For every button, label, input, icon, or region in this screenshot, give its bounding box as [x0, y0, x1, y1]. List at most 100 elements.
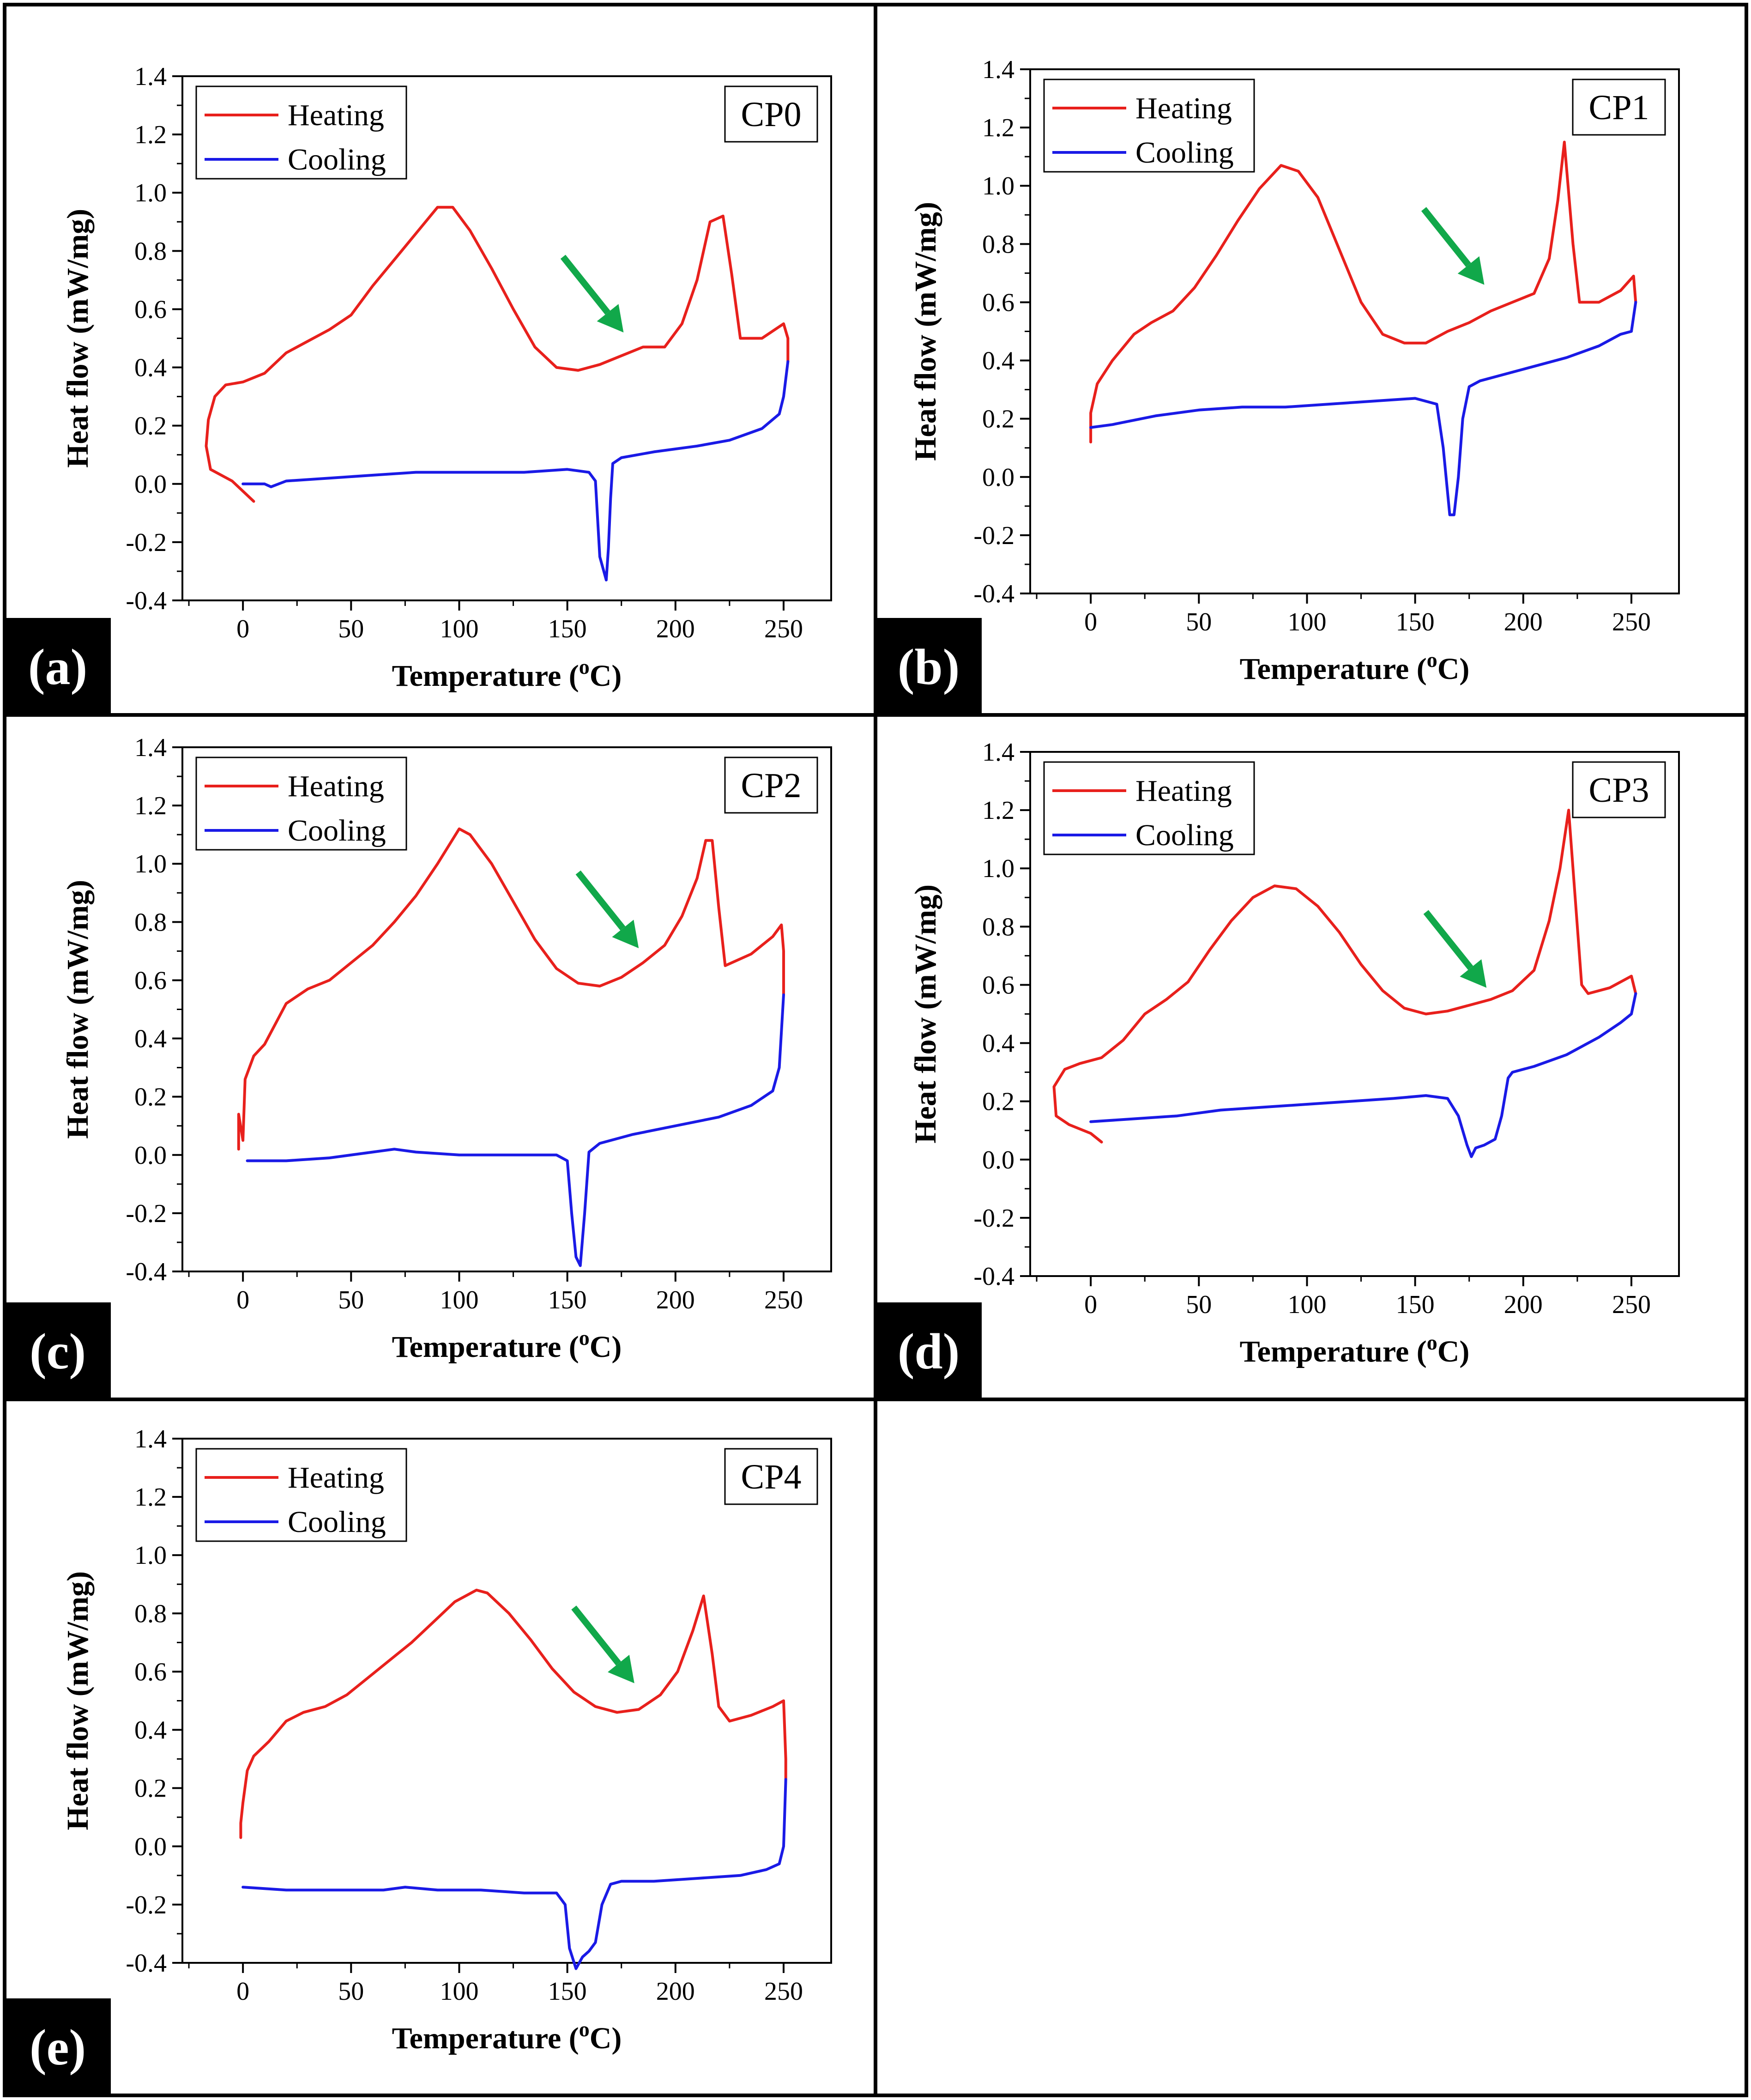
panel-cp3: -0.4 -0.2 0.0 0.2 0.4 0.6 0.8 1.0 1.2 1.4 0 50 100 15… — [876, 738, 1680, 1399]
heating-curve — [239, 1588, 787, 1839]
x-tick-label: 250 — [1612, 1290, 1651, 1319]
x-tick-label: 250 — [764, 1977, 803, 2006]
x-tick-label: 200 — [656, 615, 695, 643]
green-arrow-icon — [1423, 910, 1473, 970]
x-tick-label: 200 — [1504, 608, 1543, 636]
y-axis-title: Heat flow (mW/mg) — [909, 202, 942, 461]
y-tick-label: 0.8 — [982, 230, 1014, 259]
x-tick-label: 100 — [440, 615, 478, 643]
panel-cp2: -0.4 -0.2 0.0 0.2 0.4 0.6 0.8 1.0 1.2 1.4 0 50 100 15… — [5, 733, 832, 1399]
x-tick-label: 0 — [236, 1286, 249, 1314]
y-tick-label: 1.0 — [134, 1541, 167, 1570]
legend-heating-label: Heating — [1135, 91, 1232, 125]
heating-curve — [1052, 809, 1637, 1144]
y-tick-label: 0.6 — [134, 1658, 167, 1686]
y-tick-label: 0.0 — [134, 470, 167, 499]
panel-letter-box — [5, 618, 111, 715]
y-tick-label: 0.6 — [982, 971, 1014, 999]
panel-letter-box — [5, 1302, 111, 1399]
x-tick-label: 200 — [656, 1286, 695, 1314]
x-axis-title: Temperature (oC) — [392, 655, 622, 693]
sample-label-box — [724, 1448, 818, 1505]
legend-box — [1043, 761, 1255, 855]
y-tick-label: 1.2 — [134, 1483, 167, 1512]
y-tick-label: 1.2 — [134, 121, 167, 149]
cooling-curve — [242, 1778, 787, 1970]
legend-cooling-label: Cooling — [1135, 818, 1234, 852]
panel-letter: (b) — [898, 639, 960, 695]
x-tick-label: 250 — [1612, 608, 1651, 636]
y-tick-label: 1.0 — [982, 172, 1014, 200]
x-tick-label: 0 — [236, 615, 249, 643]
x-tick-label: 150 — [548, 1977, 587, 2006]
y-axis-title: Heat flow (mW/mg) — [61, 209, 95, 468]
y-tick-label: 0.8 — [134, 237, 167, 266]
sample-label: CP3 — [1589, 771, 1649, 810]
sample-label-box — [724, 756, 818, 814]
y-tick-label: 1.0 — [134, 179, 167, 207]
y-tick-label: 1.4 — [134, 733, 167, 762]
cooling-curve — [246, 993, 785, 1267]
cooling-curve — [242, 360, 790, 581]
x-tick-label: 50 — [338, 1977, 364, 2006]
green-arrow-icon — [575, 870, 626, 931]
x-tick-label: 150 — [548, 615, 587, 643]
x-axis-title: Temperature (oC) — [1240, 648, 1470, 686]
legend-cooling-label: Cooling — [1135, 136, 1234, 169]
y-tick-label: -0.2 — [126, 1891, 167, 1919]
green-arrowhead-icon — [612, 920, 639, 949]
x-tick-label: 250 — [764, 1286, 803, 1314]
x-axis-title: Temperature (oC) — [392, 1326, 622, 1364]
panel-letter: (e) — [30, 2019, 86, 2076]
x-tick-label: 0 — [236, 1977, 249, 2006]
x-tick-label: 50 — [338, 615, 364, 643]
panel-letter: (d) — [898, 1323, 960, 1380]
panel-letter: (c) — [30, 1323, 86, 1380]
legend-cooling-label: Cooling — [288, 1505, 386, 1539]
y-tick-label: 1.0 — [134, 850, 167, 878]
legend-box — [1043, 79, 1255, 173]
y-tick-label: -0.4 — [126, 1949, 167, 1978]
x-tick-label: 50 — [1186, 608, 1212, 636]
green-arrowhead-icon — [597, 304, 624, 333]
y-tick-label: 0.4 — [134, 1716, 167, 1745]
y-tick-label: 0.4 — [982, 1029, 1014, 1058]
sample-label: CP1 — [1589, 88, 1649, 127]
y-tick-label: 0.8 — [982, 913, 1014, 941]
y-tick-label: -0.2 — [126, 1199, 167, 1228]
sample-label: CP4 — [741, 1458, 802, 1496]
x-tick-label: 100 — [1287, 608, 1326, 636]
y-tick-label: 0.0 — [982, 1146, 1014, 1174]
cooling-curve — [1089, 992, 1637, 1158]
x-tick-label: 100 — [440, 1286, 478, 1314]
y-tick-label: 1.4 — [982, 55, 1014, 84]
heating-curve — [1089, 140, 1637, 444]
y-tick-label: 0.4 — [134, 354, 167, 382]
y-tick-label: 0.2 — [134, 412, 167, 441]
y-axis-title: Heat flow (mW/mg) — [61, 880, 95, 1139]
y-tick-label: 0.6 — [982, 288, 1014, 317]
y-tick-label: 1.4 — [134, 1425, 167, 1453]
legend-heating-label: Heating — [288, 98, 384, 132]
green-arrowhead-icon — [608, 1654, 634, 1683]
y-tick-label: 0.2 — [982, 1088, 1014, 1116]
y-tick-label: 0.8 — [134, 1599, 167, 1628]
legend-heating-label: Heating — [288, 769, 384, 803]
x-tick-label: 50 — [338, 1286, 364, 1314]
green-arrow-icon — [1421, 207, 1471, 267]
y-tick-label: 0.6 — [134, 966, 167, 995]
y-tick-label: 0.6 — [134, 295, 167, 324]
y-tick-label: -0.4 — [126, 587, 167, 615]
y-tick-label: 0.0 — [982, 463, 1014, 492]
x-tick-label: 50 — [1186, 1290, 1212, 1319]
y-tick-label: -0.2 — [973, 1204, 1014, 1233]
y-axis-title: Heat flow (mW/mg) — [909, 884, 942, 1144]
y-tick-label: 1.2 — [982, 114, 1014, 142]
cooling-curve — [1089, 301, 1637, 516]
legend-heating-label: Heating — [1135, 774, 1232, 808]
panel-cp1: -0.4 -0.2 0.0 0.2 0.4 0.6 0.8 1.0 1.2 1.4 0 50 100 15… — [876, 55, 1680, 715]
y-tick-label: 0.8 — [134, 908, 167, 937]
panel-letter-box — [5, 1998, 111, 2095]
y-tick-label: -0.2 — [126, 528, 167, 557]
